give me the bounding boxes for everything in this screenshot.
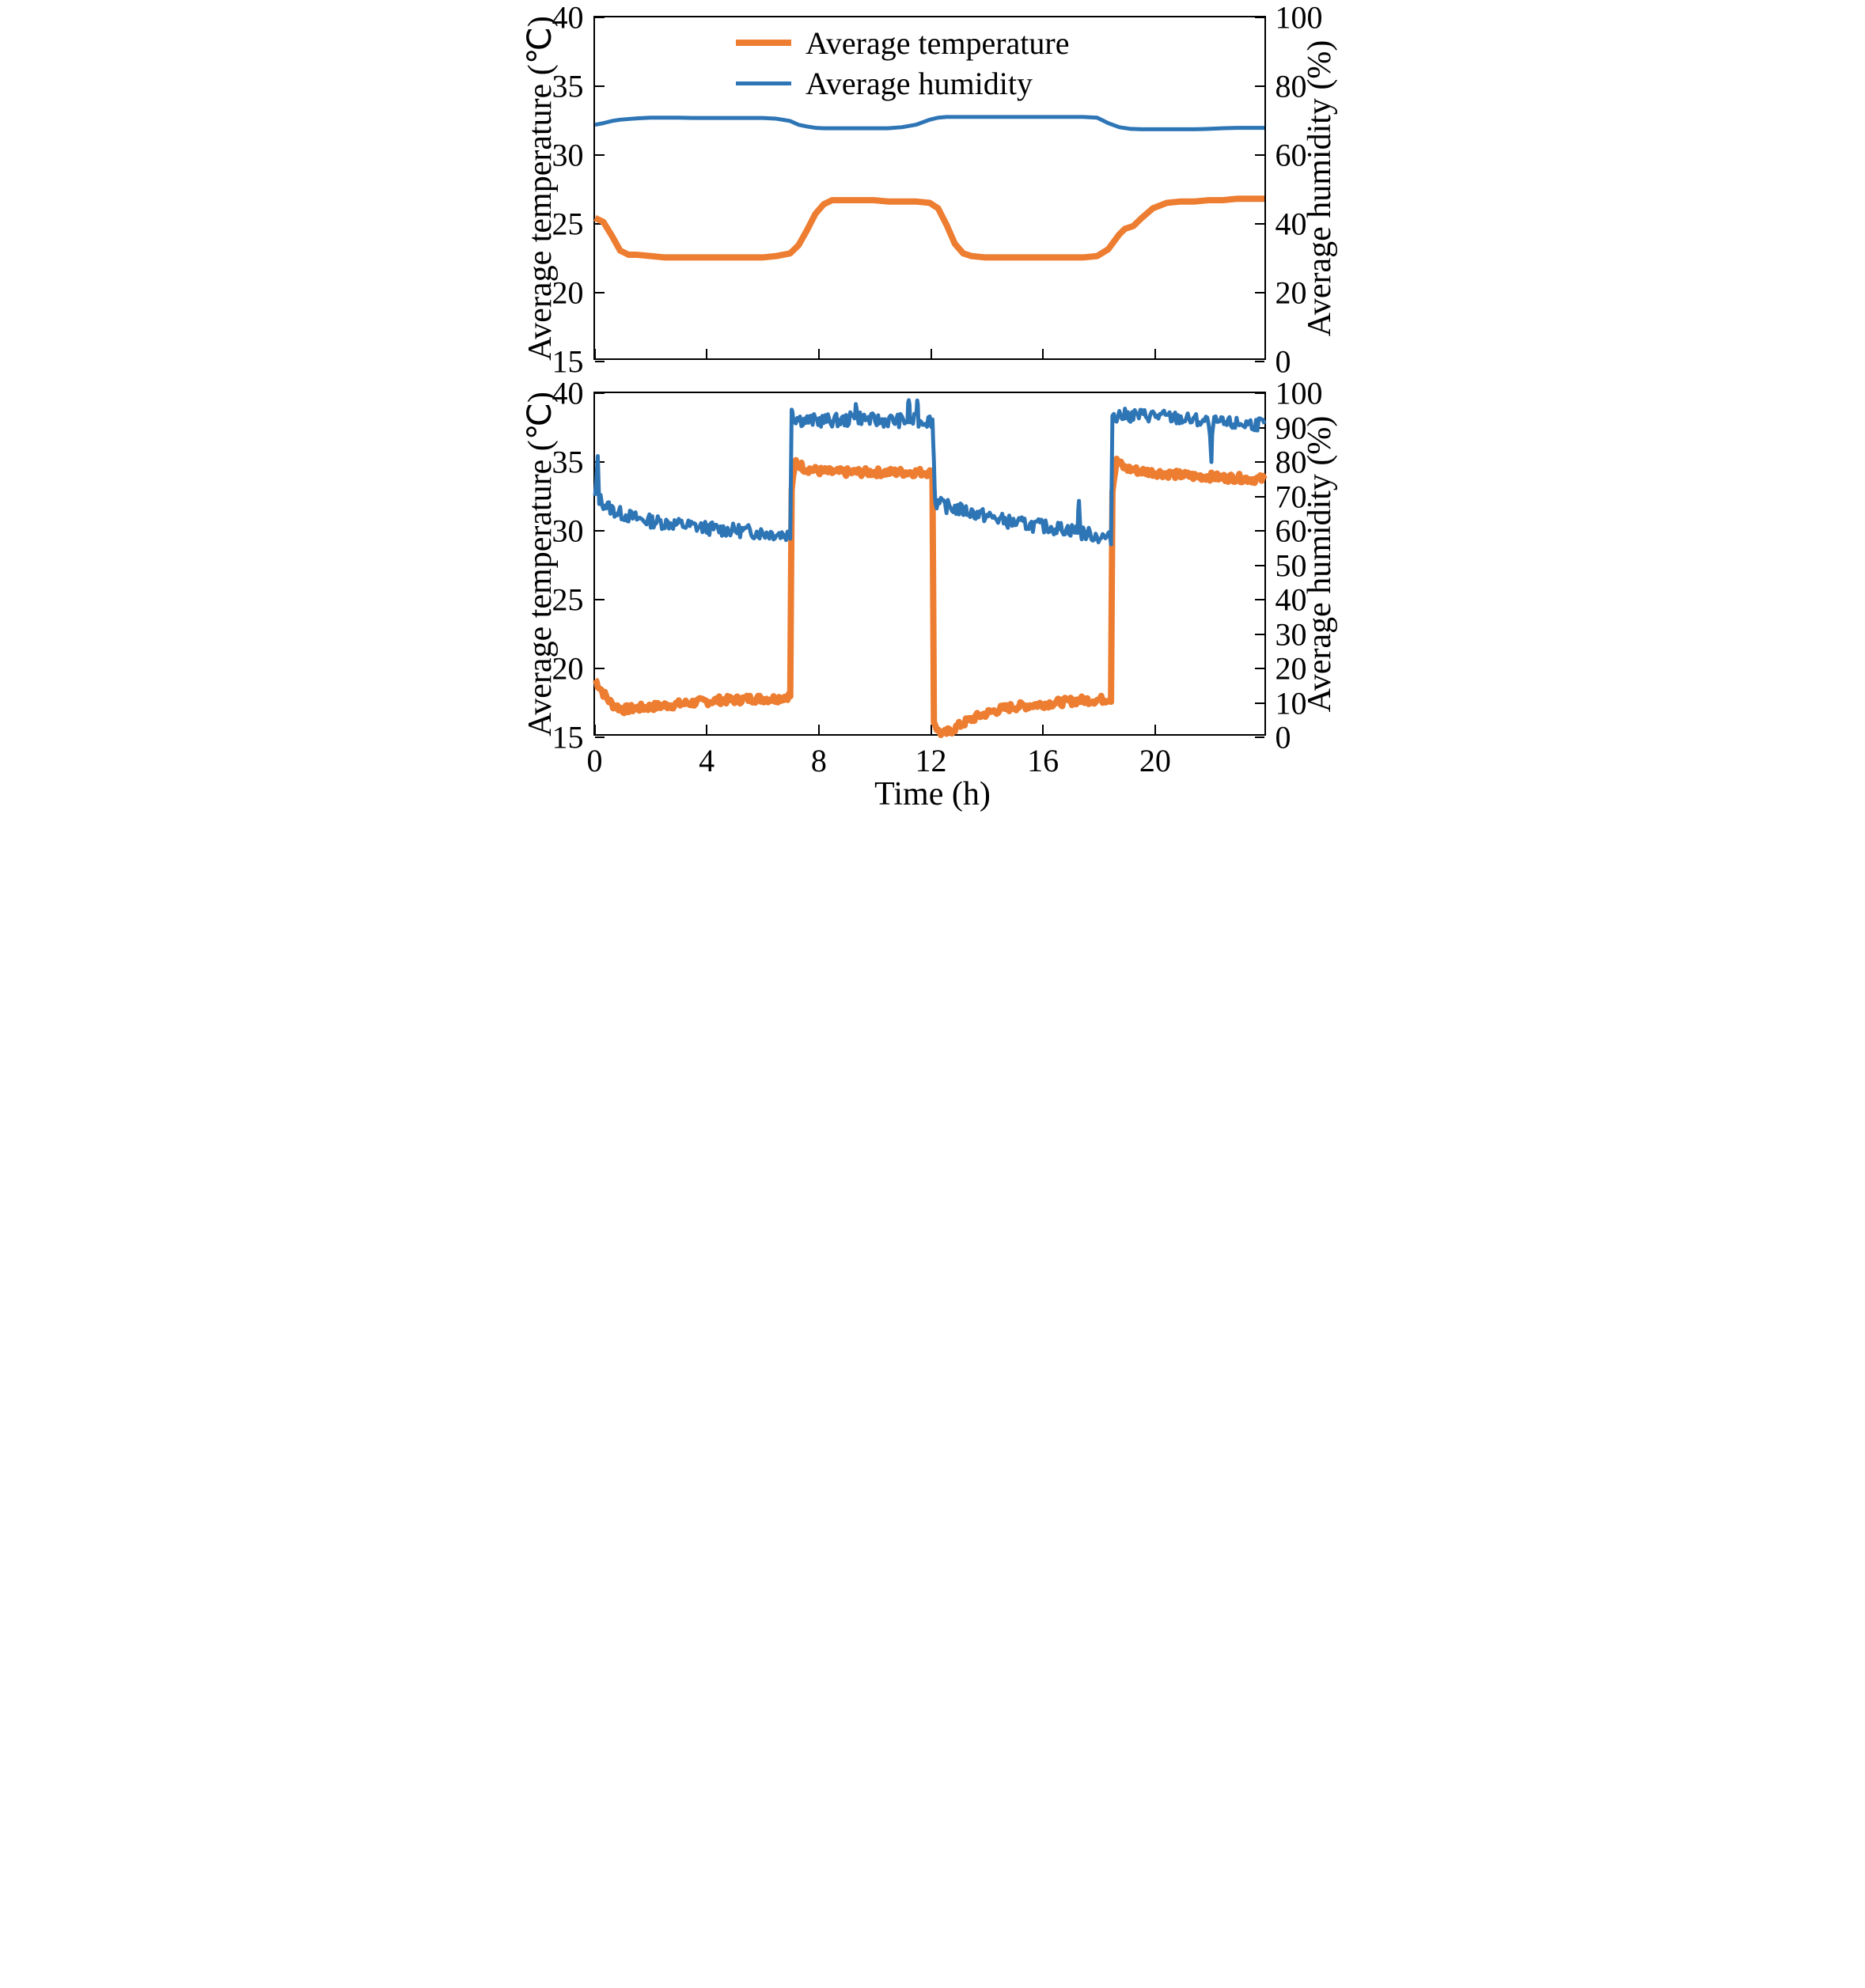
- y-left-tick: [595, 361, 605, 362]
- y-left-tick-label: 30: [552, 137, 584, 174]
- y-right-tick-label: 10: [1276, 684, 1307, 721]
- y-right-tick-label: 80: [1276, 444, 1307, 481]
- temperature-series-line: [595, 199, 1264, 257]
- x-tick-label: 8: [811, 742, 827, 779]
- y-right-tick-label: 60: [1276, 513, 1307, 550]
- y-left-tick-label: 40: [552, 375, 584, 412]
- y-left-tick: [595, 737, 605, 738]
- y-left-tick-label: 25: [552, 581, 584, 619]
- x-tick-label: 12: [915, 742, 947, 779]
- legend-label: Average humidity: [806, 65, 1033, 102]
- y-right-tick-label: 100: [1276, 0, 1323, 36]
- y-right-tick-label: 80: [1276, 68, 1307, 105]
- x-tick-label: 4: [699, 742, 715, 779]
- y-right-tick-label: 0: [1276, 719, 1291, 756]
- y-right-tick-label: 20: [1276, 275, 1307, 312]
- legend-swatch: [736, 81, 791, 85]
- chart-panel-bottom: Average temperature (℃)Average humidity …: [467, 392, 1399, 736]
- y-right-tick-label: 70: [1276, 478, 1307, 515]
- y-right-tick-label: 90: [1276, 409, 1307, 446]
- y-left-tick-label: 25: [552, 206, 584, 243]
- legend-item: Average humidity: [736, 65, 1070, 102]
- y-right-tick-label: 20: [1276, 650, 1307, 687]
- y-right-tick-label: 100: [1276, 375, 1323, 412]
- plot-area: Average temperature (℃)Average humidity …: [593, 392, 1266, 736]
- chart-panel-top: Average temperature (℃)Average humidity …: [467, 16, 1399, 360]
- legend-swatch: [736, 40, 791, 46]
- figure-container: Average temperature (℃)Average humidity …: [467, 16, 1399, 813]
- y-left-tick-label: 35: [552, 444, 584, 481]
- plot-area: Average temperature (℃)Average humidity …: [593, 16, 1266, 360]
- legend-item: Average temperature: [736, 25, 1070, 62]
- y-right-tick: [1255, 361, 1264, 362]
- y-right-tick-label: 30: [1276, 615, 1307, 653]
- y-left-tick-label: 20: [552, 275, 584, 312]
- y-right-tick-label: 40: [1276, 581, 1307, 619]
- x-axis-label: Time (h): [467, 775, 1399, 813]
- temperature-series-line: [595, 459, 1264, 735]
- legend: Average temperatureAverage humidity: [736, 25, 1070, 102]
- y-left-tick-label: 35: [552, 68, 584, 105]
- legend-label: Average temperature: [806, 25, 1070, 62]
- humidity-series-line: [595, 117, 1264, 130]
- y-left-tick-label: 20: [552, 650, 584, 687]
- y-right-tick: [1255, 737, 1264, 738]
- y-right-tick-label: 40: [1276, 206, 1307, 243]
- y-left-tick-label: 30: [552, 513, 584, 550]
- y-left-tick-label: 15: [552, 719, 584, 756]
- y-left-tick-label: 40: [552, 0, 584, 36]
- x-tick-label: 20: [1139, 742, 1171, 779]
- x-tick-label: 16: [1027, 742, 1059, 779]
- y-right-tick-label: 60: [1276, 137, 1307, 174]
- x-tick-label: 0: [587, 742, 603, 779]
- series-svg: [595, 393, 1264, 734]
- y-right-tick-label: 50: [1276, 547, 1307, 584]
